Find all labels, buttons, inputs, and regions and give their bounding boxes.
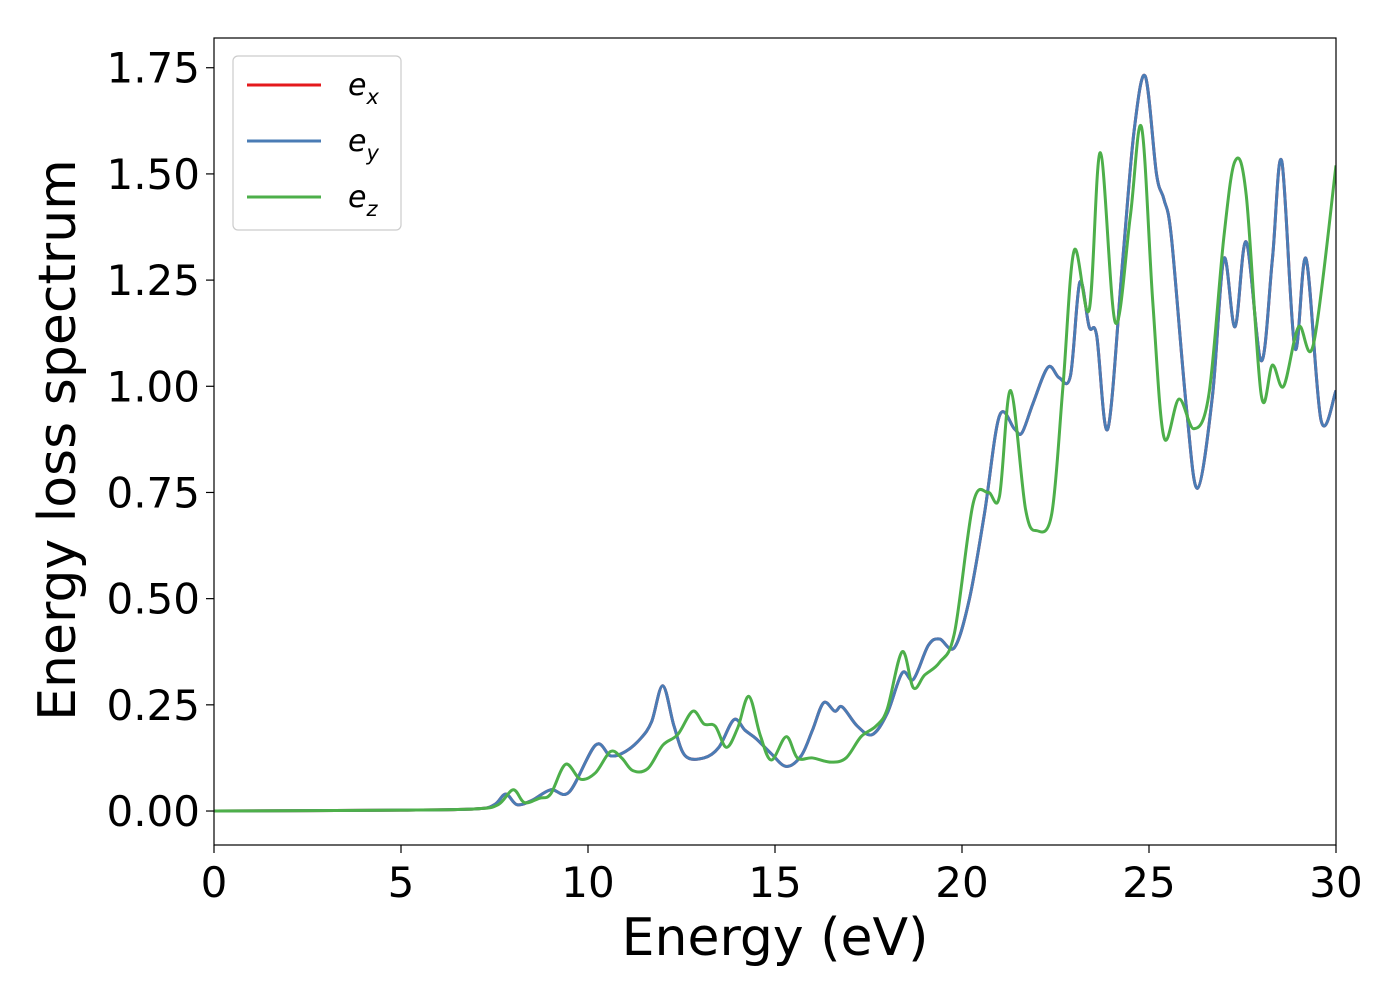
y-tick-label: 0.50 — [106, 575, 200, 624]
legend: ex ey ez — [232, 55, 402, 231]
x-tick-label: 10 — [561, 858, 614, 907]
y-tick-label: 1.50 — [106, 150, 200, 199]
y-axis-label: Energy loss spectrum — [28, 159, 88, 721]
legend-box — [232, 55, 402, 231]
y-tick-label: 1.75 — [106, 44, 200, 93]
y-tick-label: 0.00 — [106, 787, 200, 836]
x-tick-label: 30 — [1309, 858, 1362, 907]
legend-label-e-z: ez — [348, 180, 378, 221]
legend-label-e-y: ey — [348, 124, 379, 165]
legend-label-e-x: ex — [348, 68, 379, 109]
x-axis-label: Energy (eV) — [622, 908, 929, 968]
y-tick-label: 1.00 — [106, 362, 200, 411]
x-tick-label: 15 — [748, 858, 801, 907]
x-tick-label: 5 — [388, 858, 415, 907]
y-tick-label: 1.25 — [106, 256, 200, 305]
series-line-e-z — [214, 123, 1336, 813]
x-tick-label: 20 — [935, 858, 988, 907]
x-tick-label: 25 — [1122, 858, 1175, 907]
axes: 0 5 10 15 20 25 30 0.00 0.25 0.50 0.75 1.00 1.25 1.50… — [106, 37, 1363, 907]
y-tick-label: 0.75 — [106, 468, 200, 517]
plot-area — [214, 73, 1336, 813]
y-tick-label: 0.25 — [106, 681, 200, 730]
x-tick-label: 0 — [201, 858, 228, 907]
